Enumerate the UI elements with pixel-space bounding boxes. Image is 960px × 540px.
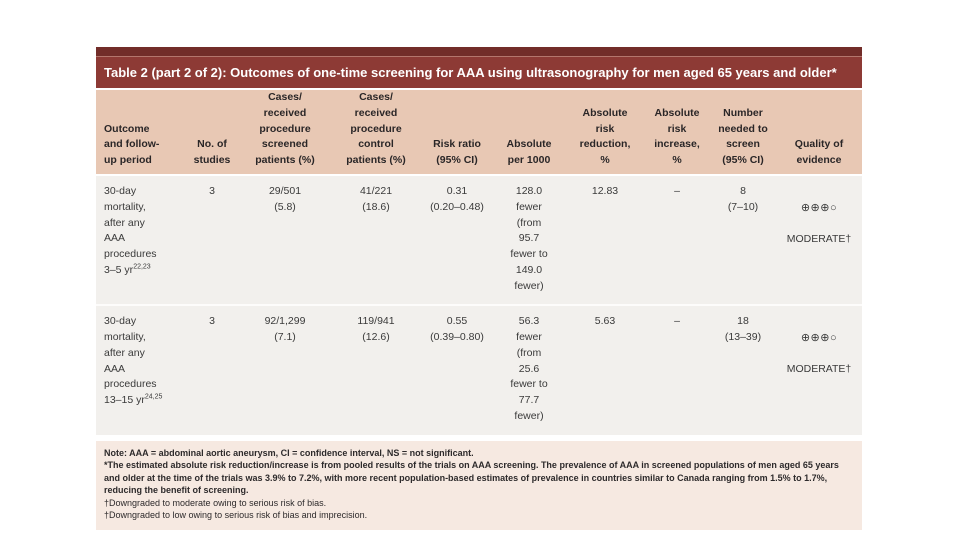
footnote-dagger-moderate: †Downgraded to moderate owing to serious…	[104, 497, 327, 508]
cell-absolute-risk-reduction: 12.83	[591, 185, 619, 197]
col-header-cases-screened: Cases/ received procedure screened patie…	[255, 91, 315, 166]
cell-risk-ratio: 0.31 (0.20–0.48)	[430, 185, 484, 213]
cell-absolute-per-1000: 128.0 fewer (from 95.7 fewer to 149.0 fe…	[510, 185, 548, 292]
table-title: Table 2 (part 2 of 2): Outcomes of one-t…	[96, 57, 862, 88]
cell-quality-of-evidence: ⊕⊕⊕○ MODERATE†	[776, 182, 862, 294]
col-header-absolute-per-1000: Absolute per 1000	[506, 138, 552, 166]
table-top-accent-bar	[96, 47, 862, 57]
col-header-number-needed-to-screen: Number needed to screen (95% CI)	[718, 106, 768, 166]
grade-quality-symbols: ⊕⊕⊕○	[800, 332, 838, 344]
grade-quality-symbols: ⊕⊕⊕○	[800, 201, 838, 214]
outcome-text: 30-day mortality, after any AAA procedur…	[104, 185, 157, 276]
cell-absolute-risk-increase: –	[674, 185, 680, 197]
col-header-absolute-risk-reduction: Absolute risk reduction, %	[579, 106, 631, 166]
col-header-quality-of-evidence: Quality of evidence	[794, 138, 844, 166]
footnote-asterisk: *The estimated absolute risk reduction/i…	[104, 460, 839, 496]
footnote-abbreviations: Note: AAA = abdominal aortic aneurysm, C…	[104, 447, 474, 458]
outcome-reference-superscript: 22,23	[133, 263, 151, 271]
table-row-mortality-3-5yr: 30-day mortality, after any AAA procedur…	[96, 176, 862, 304]
cell-no-of-studies: 3	[209, 315, 215, 328]
table-body: 30-day mortality, after any AAA procedur…	[96, 176, 862, 435]
cell-absolute-per-1000: 56.3 fewer (from 25.6 fewer to 77.7 fewe…	[510, 315, 548, 422]
grade-quality-label: MODERATE†	[786, 233, 852, 245]
col-header-outcome: Outcome and follow- up period	[104, 122, 160, 167]
cell-number-needed-to-screen: 18 (13–39)	[724, 315, 762, 343]
cell-absolute-risk-increase: –	[674, 315, 680, 328]
col-header-risk-ratio: Risk ratio (95% CI)	[433, 138, 481, 166]
cell-risk-ratio: 0.55 (0.39–0.80)	[430, 315, 484, 343]
cell-outcome: 30-day mortality, after any AAA procedur…	[96, 182, 184, 294]
footnote-dagger-low: †Downgraded to low owing to serious risk…	[104, 510, 368, 521]
cell-cases-screened: 92/1,299 (7.1)	[264, 315, 306, 343]
col-header-absolute-risk-increase: Absolute risk increase, %	[654, 106, 700, 166]
col-header-no-of-studies: No. of studies	[193, 138, 231, 166]
aaa-screening-outcomes-table: Table 2 (part 2 of 2): Outcomes of one-t…	[96, 47, 862, 531]
outcome-reference-superscript: 24,25	[144, 393, 163, 401]
table-footnotes: Note: AAA = abdominal aortic aneurysm, C…	[96, 440, 862, 531]
grade-quality-label: MODERATE†	[786, 363, 852, 376]
table-header-row: Outcome and follow- up period No. of stu…	[96, 90, 862, 174]
cell-cases-control: 41/221 (18.6)	[359, 185, 393, 213]
cell-cases-control: 119/941 (12.6)	[357, 315, 395, 343]
outcome-text: 30-day mortality, after any AAA procedur…	[104, 315, 157, 406]
cell-quality-of-evidence: ⊕⊕⊕○ MODERATE†	[776, 312, 862, 424]
cell-number-needed-to-screen: 8 (7–10)	[727, 185, 759, 213]
col-header-cases-control: Cases/ received procedure control patien…	[346, 91, 406, 166]
table-row-mortality-13-15yr: 30-day mortality, after any AAA procedur…	[96, 304, 862, 434]
cell-outcome: 30-day mortality, after any AAA procedur…	[96, 312, 184, 424]
cell-cases-screened: 29/501 (5.8)	[268, 185, 302, 213]
cell-no-of-studies: 3	[209, 185, 215, 197]
cell-absolute-risk-reduction: 5.63	[594, 315, 616, 328]
